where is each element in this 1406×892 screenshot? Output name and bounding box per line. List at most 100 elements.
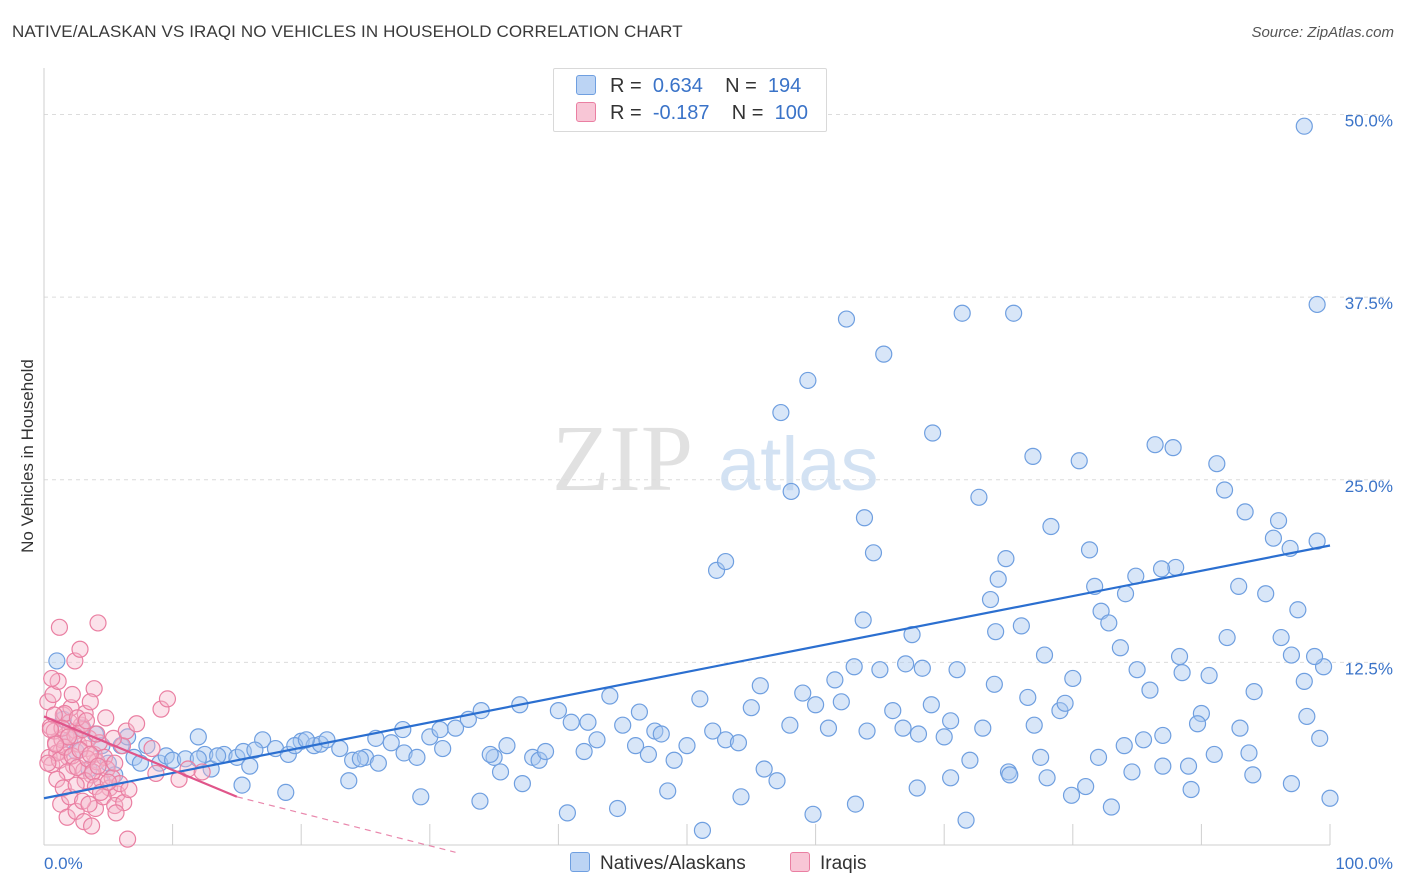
data-point-natives xyxy=(799,371,817,390)
data-point-natives xyxy=(277,783,295,802)
data-point-natives xyxy=(768,772,786,790)
data-point-natives xyxy=(678,737,696,755)
data-point-natives xyxy=(536,742,555,761)
data-point-natives xyxy=(819,719,838,737)
data-point-natives xyxy=(1188,715,1207,733)
data-point-natives xyxy=(408,748,426,766)
data-point-natives xyxy=(1123,763,1141,781)
data-point-iraqis xyxy=(46,735,65,753)
data-point-natives xyxy=(331,739,349,758)
data-point-natives xyxy=(1295,672,1313,690)
data-point-natives xyxy=(1269,512,1288,530)
data-point-iraqis xyxy=(89,614,107,632)
chart-title: NATIVE/ALASKAN VS IRAQI NO VEHICLES IN H… xyxy=(12,22,683,41)
legend-r-label: R = xyxy=(610,75,642,97)
data-point-natives xyxy=(1179,757,1198,775)
data-point-natives xyxy=(1264,529,1283,547)
data-point-iraqis xyxy=(120,780,138,799)
data-point-natives xyxy=(431,720,449,739)
data-point-natives xyxy=(1141,681,1159,699)
data-point-natives xyxy=(246,741,264,759)
trend-line-iraqis-extension xyxy=(236,796,456,853)
data-point-natives xyxy=(1231,719,1249,737)
y-tick-label: 12.5% xyxy=(1345,659,1393,678)
data-point-natives xyxy=(1282,646,1301,664)
data-point-iraqis xyxy=(48,770,66,788)
data-point-natives xyxy=(1146,436,1164,454)
data-point-natives xyxy=(782,482,800,501)
data-point-natives xyxy=(209,747,227,765)
data-point-natives xyxy=(948,661,966,679)
data-point-natives xyxy=(707,561,726,579)
data-point-natives xyxy=(1070,452,1088,470)
data-point-natives xyxy=(1200,666,1218,685)
legend-r-value: -0.187 xyxy=(652,102,710,124)
data-point-natives xyxy=(942,769,960,787)
data-point-natives xyxy=(434,739,452,758)
data-point-natives xyxy=(981,590,1000,609)
data-point-iraqis xyxy=(152,700,170,718)
data-point-natives xyxy=(1038,769,1056,787)
data-point-natives xyxy=(732,788,750,806)
data-point-natives xyxy=(742,699,760,717)
data-point-natives xyxy=(716,731,735,749)
axes xyxy=(43,68,1331,846)
data-point-natives xyxy=(1208,455,1226,473)
data-point-natives xyxy=(961,751,979,769)
data-point-natives xyxy=(498,737,516,755)
legend-n-value: 194 xyxy=(767,75,802,97)
data-point-natives xyxy=(855,509,874,527)
data-point-natives xyxy=(704,722,722,740)
data-point-natives xyxy=(579,713,597,731)
legend-r-label: R = xyxy=(610,102,642,124)
data-point-natives xyxy=(806,696,825,714)
legend-r-value: 0.634 xyxy=(652,75,703,97)
correlation-legend: R = 0.634 N = 194 R = -0.187 N = 100 xyxy=(553,68,827,132)
data-point-natives xyxy=(804,805,822,823)
data-point-natives xyxy=(1308,295,1326,314)
data-point-natives xyxy=(351,750,369,768)
legend-swatch-blue xyxy=(576,75,596,95)
data-point-natives xyxy=(1115,737,1133,755)
data-point-natives xyxy=(48,652,66,670)
data-point-natives xyxy=(1111,639,1129,657)
data-point-natives xyxy=(665,751,683,769)
data-point-natives xyxy=(970,488,988,506)
data-point-natives xyxy=(997,550,1015,568)
data-point-iraqis xyxy=(58,808,76,826)
data-point-natives xyxy=(412,788,430,806)
data-point-natives xyxy=(1100,614,1118,632)
data-point-natives xyxy=(894,719,912,737)
data-point-natives xyxy=(1192,704,1211,723)
data-point-natives xyxy=(922,696,940,714)
data-point-natives xyxy=(1001,766,1019,784)
data-point-natives xyxy=(118,728,137,746)
data-point-iraqis xyxy=(63,685,81,704)
y-tick-label: 25.0% xyxy=(1345,477,1393,496)
y-axis-label: No Vehicles in Household xyxy=(18,359,37,553)
data-point-natives xyxy=(1134,731,1153,749)
data-point-natives xyxy=(1298,707,1316,726)
data-point-natives xyxy=(729,734,748,752)
data-point-natives xyxy=(1305,647,1324,666)
data-point-natives xyxy=(558,804,577,822)
bottom-legend-label: Iraqis xyxy=(820,853,867,874)
data-point-natives xyxy=(164,751,182,769)
data-point-natives xyxy=(751,677,769,695)
data-point-natives xyxy=(1116,585,1135,603)
data-point-natives xyxy=(1005,304,1023,322)
data-point-natives xyxy=(858,722,876,740)
data-point-natives xyxy=(513,775,531,793)
data-point-natives xyxy=(953,304,971,322)
trend-line-natives xyxy=(43,544,1331,800)
data-point-iraqis xyxy=(143,739,161,758)
data-point-iraqis xyxy=(158,690,177,708)
data-point-natives xyxy=(1056,694,1074,712)
data-point-natives xyxy=(481,745,499,764)
data-point-natives xyxy=(1289,601,1307,619)
data-point-natives xyxy=(369,754,387,772)
data-point-natives xyxy=(189,728,207,746)
data-point-natives xyxy=(716,552,735,571)
series-iraqis xyxy=(39,614,211,848)
